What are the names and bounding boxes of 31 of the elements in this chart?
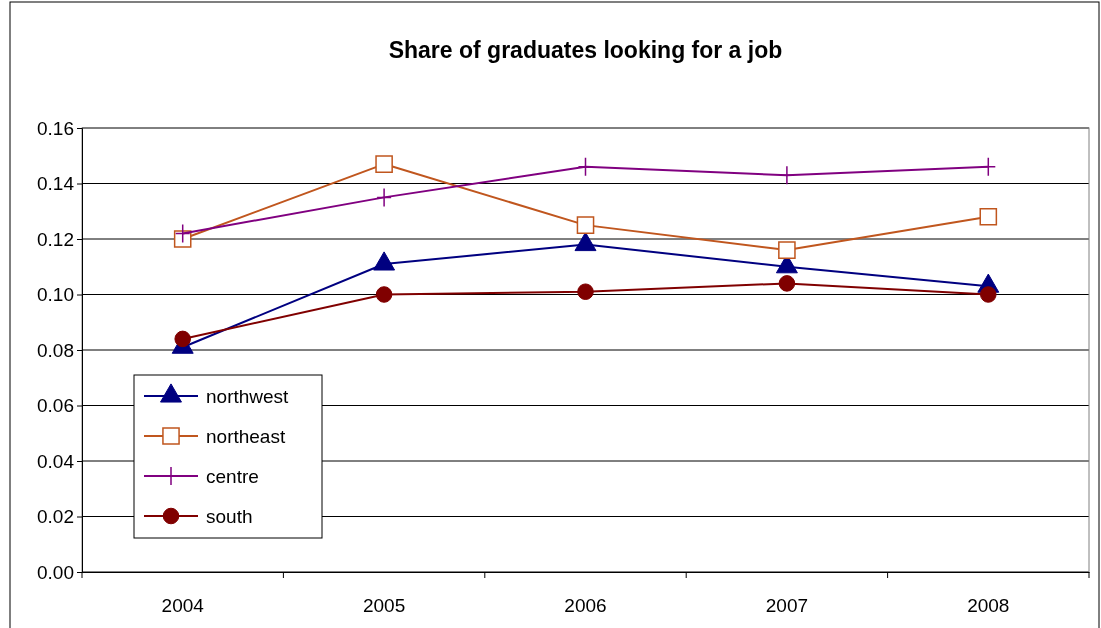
legend-label: centre [206, 466, 259, 487]
y-tick-label: 0.00 [37, 561, 74, 583]
point [376, 187, 392, 208]
y-tick-label: 0.04 [37, 450, 75, 472]
y-tick-label: 0.02 [37, 506, 74, 528]
x-tick-label: 2004 [161, 595, 205, 617]
point [980, 157, 997, 177]
chart-title: Share of graduates looking for a job [388, 37, 783, 63]
point [778, 241, 796, 259]
y-tick-label: 0.08 [37, 339, 74, 361]
legend-label: northwest [206, 386, 290, 407]
point [778, 275, 796, 292]
point [174, 223, 191, 244]
x-tick-label: 2008 [967, 595, 1010, 617]
point [979, 207, 998, 226]
x-tick-label: 2005 [362, 595, 406, 617]
point [375, 286, 393, 303]
point [576, 216, 595, 234]
y-tick-label: 0.14 [37, 173, 75, 195]
point [174, 330, 191, 348]
point [577, 283, 594, 300]
y-tick-label: 0.16 [37, 117, 74, 139]
y-tick-label: 0.12 [37, 228, 74, 250]
x-tick-label: 2007 [765, 595, 809, 617]
point [375, 155, 393, 173]
legend-label: northeast [206, 426, 286, 447]
y-tick-label: 0.06 [37, 395, 74, 417]
x-tick-label: 2006 [564, 595, 607, 617]
legend-label: south [206, 506, 253, 527]
y-tick-label: 0.10 [37, 284, 74, 306]
point [980, 286, 997, 303]
